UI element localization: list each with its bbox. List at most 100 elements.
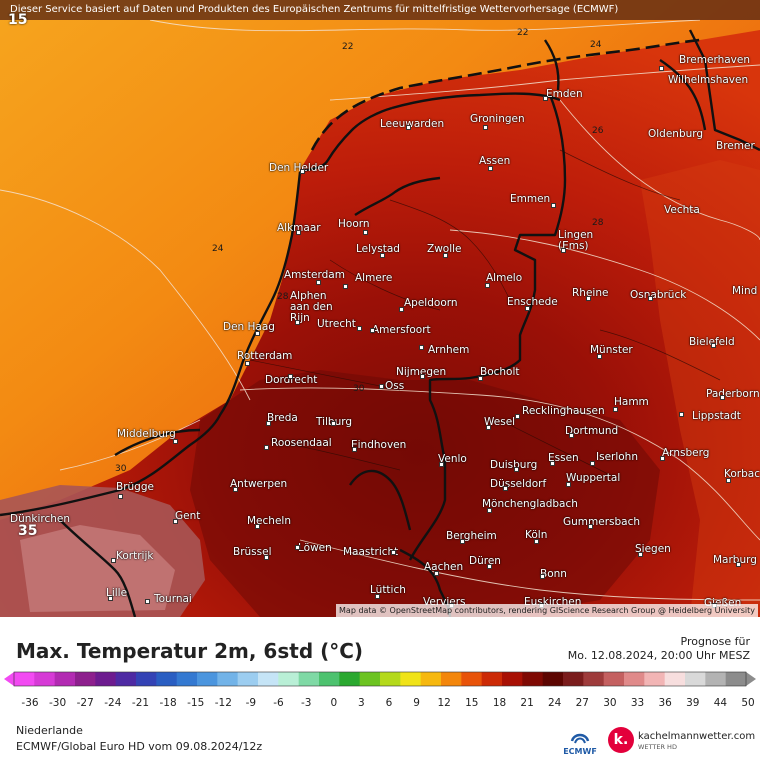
city-marker <box>443 253 448 258</box>
city-label: Düsseldorf <box>490 478 547 490</box>
map-title: Max. Temperatur 2m, 6std (°C) <box>16 639 364 663</box>
city-label: Paderborn <box>706 388 760 400</box>
map-canvas <box>0 0 760 617</box>
city-marker <box>638 552 643 557</box>
isoline-label: 28 <box>277 292 289 302</box>
city-marker <box>679 412 684 417</box>
isolines <box>0 19 760 601</box>
city-marker <box>736 562 741 567</box>
city-label: Antwerpen <box>230 478 288 490</box>
city-label: Oss <box>385 380 405 392</box>
scale-tick-label: -24 <box>104 697 122 709</box>
city-marker <box>233 487 238 492</box>
city-marker <box>648 296 653 301</box>
city-label: Recklinghausen <box>522 405 605 417</box>
scale-swatch <box>95 672 117 686</box>
isoline-label: 22 <box>342 42 354 52</box>
city-marker <box>316 280 321 285</box>
forecast-time: Mo. 12.08.2024, 20:00 Uhr MESZ <box>567 649 750 662</box>
city-label: Rheine <box>572 287 609 299</box>
cool-area-flanders-inner <box>20 525 175 612</box>
isoline-label: 30 <box>353 384 365 394</box>
city-label: Mecheln <box>247 515 291 527</box>
city-label: Gummersbach <box>563 516 641 528</box>
city-label: Duisburg <box>490 459 538 471</box>
scale-swatch <box>359 672 381 686</box>
forecast-label: Prognose für <box>680 635 751 648</box>
brand-subtitle: WETTER HD <box>638 743 677 751</box>
scale-tick-label: -6 <box>273 697 284 709</box>
scale-swatch <box>644 672 666 686</box>
isoline-label: 26 <box>592 126 604 136</box>
scale-swatch <box>420 672 442 686</box>
scale-tick-label: 50 <box>741 697 755 709</box>
city-label: Middelburg <box>117 428 176 440</box>
city-label: Almere <box>355 272 393 284</box>
city-marker <box>343 284 348 289</box>
city-marker <box>419 345 424 350</box>
scale-tick-label: -12 <box>214 697 232 709</box>
scale-swatch <box>75 672 96 686</box>
scale-swatch <box>502 672 523 686</box>
ecmwf-logo-text: ECMWF <box>563 747 597 756</box>
city-label: Dordrecht <box>265 374 318 386</box>
city-label: Brügge <box>116 481 154 493</box>
city-marker <box>478 376 483 381</box>
city-label: Utrecht <box>317 318 356 330</box>
city-label: Aachen <box>424 561 464 573</box>
brand-name: kachelmannwetter.com <box>638 731 756 742</box>
city-label: Eindhoven <box>351 439 407 451</box>
city-label: Bergheim <box>446 530 497 542</box>
city-label: Groningen <box>470 113 525 125</box>
city-marker <box>296 230 301 235</box>
city-label: Vechta <box>664 204 700 216</box>
scale-tick-label: 30 <box>603 697 617 709</box>
city-marker <box>111 558 116 563</box>
scale-tick-label: -21 <box>131 697 150 709</box>
scale-tick-label: -9 <box>245 697 257 709</box>
city-marker <box>551 203 556 208</box>
scale-swatch <box>339 672 361 686</box>
city-marker <box>352 447 357 452</box>
corner-value-bottom-left: 35 <box>18 523 38 539</box>
temperature-map[interactable]: Dieser Service basiert auf Daten und Pro… <box>0 0 760 617</box>
scale-tick-label: -15 <box>187 697 205 709</box>
scale-swatch <box>624 672 645 686</box>
city-marker <box>406 125 411 130</box>
east-cooler <box>640 160 760 617</box>
city-marker <box>460 539 465 544</box>
scale-frame <box>13 671 747 687</box>
city-marker <box>588 524 593 529</box>
scale-tick-label: 0 <box>330 697 338 709</box>
city-marker <box>569 433 574 438</box>
kachelmann-brand[interactable]: k. kachelmannwetter.com WETTER HD <box>608 725 758 757</box>
city-marker <box>550 461 555 466</box>
city-marker <box>173 439 178 444</box>
scale-swatch <box>217 672 239 686</box>
scale-tick-label: 33 <box>630 697 645 709</box>
scale-swatch <box>34 672 56 686</box>
city-label: Wilhelmshaven <box>668 74 749 86</box>
city-marker <box>255 524 260 529</box>
scale-swatch <box>563 672 584 686</box>
map-attribution: Map data © OpenStreetMap contributors, r… <box>336 604 758 617</box>
city-marker <box>597 354 602 359</box>
city-marker <box>590 461 595 466</box>
scale-swatch <box>54 672 76 686</box>
corner-value-top-left: 15 <box>8 12 28 28</box>
scale-tick-label: -30 <box>49 697 67 709</box>
city-label: Nijmegen <box>396 366 447 378</box>
scale-swatch <box>583 672 605 686</box>
ecmwf-logo[interactable]: ECMWF <box>560 727 600 757</box>
city-label: Mind <box>732 285 758 297</box>
city-marker <box>483 125 488 130</box>
city-label: Amsterdam <box>284 269 345 281</box>
hot-core <box>190 370 660 617</box>
city-label: Emden <box>546 88 583 100</box>
city-marker <box>266 421 271 426</box>
city-label: Münster <box>590 344 633 356</box>
scale-swatch <box>481 672 503 686</box>
scale-swatch <box>725 672 747 686</box>
scale-swatch <box>603 672 625 686</box>
city-marker <box>503 486 508 491</box>
